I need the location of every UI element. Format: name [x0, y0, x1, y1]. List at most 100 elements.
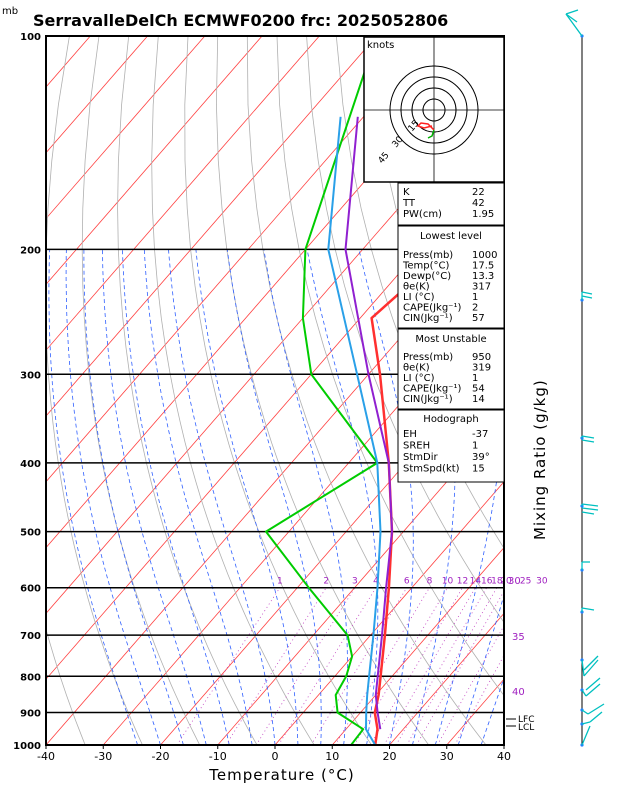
virtual-profile-line — [344, 116, 393, 730]
temperature-tick-label: -40 — [37, 750, 55, 763]
moist-adiabat-line — [358, 249, 414, 745]
pressure-tick-label: 100 — [20, 32, 41, 43]
table-row-value: 1000 — [472, 250, 497, 261]
moist-adiabat-line — [503, 743, 504, 745]
moist-adiabat-line — [195, 249, 299, 745]
mixing-ratio-line — [369, 587, 463, 745]
mixing-ratio-axis-label: Mixing Ratio (g/kg) — [531, 379, 549, 540]
table-row-value: 319 — [472, 363, 491, 374]
table-row-label: CAPE(Jkg⁻¹) — [403, 303, 461, 314]
table-row-label: Press(mb) — [403, 250, 453, 261]
isotherm-line — [46, 36, 377, 417]
mixing-ratio-line — [225, 587, 327, 745]
isotherm-line — [274, 481, 504, 745]
mixing-ratio-label: 30 — [536, 577, 548, 587]
indices-panel: K 22 TT 42 PW(cm) 1.95 — [397, 182, 505, 226]
table-row-value: 22 — [472, 187, 485, 198]
dry-adiabat-line — [574, 36, 618, 745]
temperature-profile-line — [370, 195, 504, 745]
pressure-tick-label: 200 — [20, 245, 41, 256]
temperature-tick-label: 40 — [497, 750, 511, 763]
mixing-ratio-line — [310, 587, 408, 745]
temperature-tick-label: -20 — [152, 750, 170, 763]
table-row-label: SREH — [403, 441, 430, 452]
table-row-label: Temp(°C) — [402, 261, 450, 272]
table-row-value: 54 — [472, 384, 485, 395]
isotherm-lines — [46, 36, 504, 745]
table-row-value: 57 — [472, 313, 485, 324]
mixing-ratio-line — [395, 587, 488, 745]
table-row-value: 1 — [472, 441, 478, 452]
pressure-tick-label: 1000 — [13, 741, 41, 752]
mixing-ratio-label: 12 — [457, 577, 468, 587]
indices-box — [397, 182, 505, 226]
isotherm-line — [331, 546, 504, 745]
dry-adiabat-lines — [46, 36, 618, 745]
pressure-tick-label: 400 — [20, 459, 41, 470]
hodograph-rings — [364, 37, 504, 182]
pressure-tick-label: 700 — [20, 631, 41, 642]
wind-profile — [565, 9, 605, 747]
wind-barb — [583, 655, 599, 671]
table-row-value: 42 — [472, 198, 485, 209]
wind-barbs — [565, 9, 605, 747]
pressure-tick-label: 800 — [20, 672, 41, 683]
temperature-tick-label: 20 — [383, 750, 397, 763]
moist-adiabat-line — [122, 249, 230, 745]
wind-barb — [581, 503, 599, 507]
wind-barb — [585, 683, 601, 697]
table-row-value: 950 — [472, 352, 491, 363]
pressure-tick-label: 900 — [20, 709, 41, 720]
table-row-label: CIN(Jkg⁻¹) — [403, 394, 453, 405]
wind-barb — [587, 703, 605, 715]
table-row-label: TT — [402, 198, 416, 209]
wind-barb — [583, 659, 599, 677]
table-row-label: Dewp(°C) — [403, 271, 451, 282]
wind-barb — [581, 291, 593, 295]
mixing-ratio-line — [334, 587, 430, 745]
moist-adiabat-line — [102, 249, 207, 745]
moist-adiabat-line — [412, 249, 456, 745]
hodograph-stats-panel: Hodograph EH -37 SREH 1 StmDir 39° StmSpd(kt) 1… — [397, 409, 505, 483]
table-row-value: -37 — [472, 429, 488, 440]
wind-barb — [581, 721, 591, 725]
pressure-tick-label: 300 — [20, 370, 41, 381]
table-row-label: θe(K) — [403, 282, 430, 293]
mixing-ratio-label: 3 — [352, 577, 358, 587]
wind-barb — [589, 711, 603, 723]
table-row-label: Press(mb) — [403, 352, 453, 363]
pressure-tick-label: 600 — [20, 584, 41, 595]
table-row-value: 17.5 — [472, 261, 494, 272]
isotherm-line — [46, 36, 435, 483]
moist-adiabat-line — [48, 249, 138, 745]
table-row-label: LI (°C) — [403, 292, 435, 303]
wind-barb — [565, 13, 578, 23]
chart-title: SerravalleDelCh ECMWF0200 frc: 202505280… — [33, 11, 448, 30]
isotherm-line — [46, 36, 206, 220]
profile-lines — [265, 36, 504, 745]
temperature-axis: -40 -30 -20 -10 0 10 20 30 40 — [37, 745, 511, 763]
table-row-value: 13.3 — [472, 271, 494, 282]
mixing-ratio-label: 6 — [404, 577, 410, 587]
table-row-value: 1 — [472, 373, 478, 384]
dry-adiabat-line — [184, 36, 372, 745]
moist-adiabat-line — [83, 249, 184, 745]
table-row-value: 317 — [472, 282, 491, 293]
mixing-ratio-label: 18 — [491, 577, 503, 587]
most-unstable-title: Most Unstable — [415, 334, 486, 345]
wind-barb — [581, 507, 599, 511]
dry-adiabat-line — [81, 36, 201, 745]
dry-adiabat-line — [46, 627, 86, 745]
mixing-ratio-line — [437, 624, 504, 745]
isotherm-label-30: 30 — [508, 576, 521, 587]
temperature-tick-label: 0 — [272, 750, 279, 763]
isotherm-line — [46, 36, 320, 351]
most-unstable-panel: Most Unstable Press(mb) 950 θe(K) 319 LI (°C… — [397, 328, 505, 410]
moist-adiabat-line — [226, 249, 322, 745]
wind-barb — [581, 511, 595, 515]
table-row-label: CIN(Jkg⁻¹) — [403, 313, 453, 324]
temperature-tick-label: 30 — [440, 750, 454, 763]
hodograph-trace — [416, 122, 435, 131]
mixing-ratio-line — [454, 654, 504, 745]
